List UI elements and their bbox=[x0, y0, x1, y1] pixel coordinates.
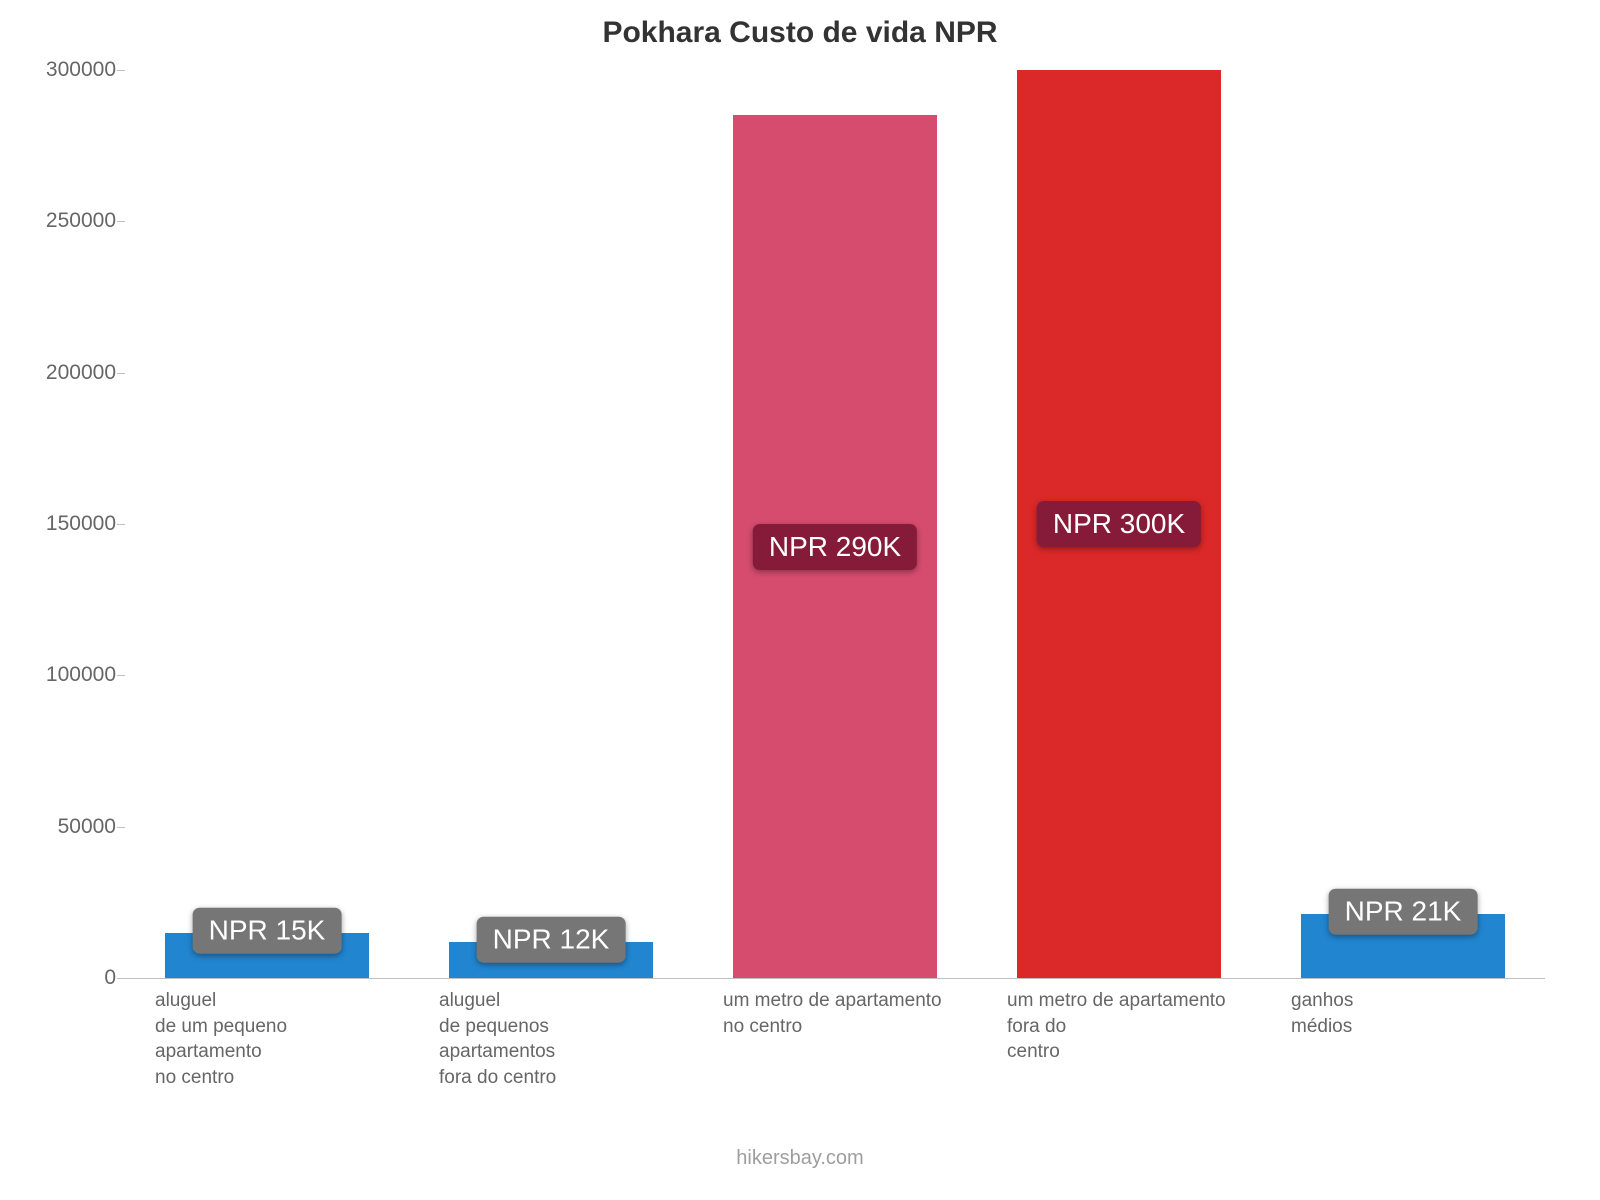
y-axis-tick bbox=[117, 978, 125, 979]
value-badge: NPR 290K bbox=[753, 524, 917, 570]
bar-slot: NPR 12K bbox=[409, 70, 693, 978]
chart-title: Pokhara Custo de vida NPR bbox=[0, 16, 1600, 50]
y-axis-tick-label: 0 bbox=[104, 966, 116, 990]
bar: NPR 15K bbox=[165, 933, 369, 978]
category-labels: aluguel de um pequeno apartamento no cen… bbox=[125, 988, 1545, 1091]
value-badge: NPR 21K bbox=[1329, 889, 1478, 935]
y-axis-tick bbox=[117, 827, 125, 828]
bar: NPR 300K bbox=[1017, 70, 1221, 978]
bars-container: NPR 15K NPR 12K NPR 290K NPR 300K NPR 21K bbox=[125, 70, 1545, 978]
y-axis-tick bbox=[117, 373, 125, 374]
value-badge: NPR 300K bbox=[1037, 501, 1201, 547]
category-label: aluguel de pequenos apartamentos fora do… bbox=[409, 988, 693, 1091]
attribution-text: hikersbay.com bbox=[0, 1147, 1600, 1170]
category-label: aluguel de um pequeno apartamento no cen… bbox=[125, 988, 409, 1091]
category-label: um metro de apartamento no centro bbox=[693, 988, 977, 1091]
y-axis-tick bbox=[117, 675, 125, 676]
y-axis-tick bbox=[117, 70, 125, 71]
bar-slot: NPR 290K bbox=[693, 70, 977, 978]
y-axis-tick-label: 250000 bbox=[46, 209, 116, 233]
bar-slot: NPR 21K bbox=[1261, 70, 1545, 978]
category-label: um metro de apartamento fora do centro bbox=[977, 988, 1261, 1091]
category-label: ganhos médios bbox=[1261, 988, 1545, 1091]
value-badge: NPR 12K bbox=[477, 916, 626, 962]
y-axis-tick bbox=[117, 221, 125, 222]
bar: NPR 12K bbox=[449, 942, 653, 978]
y-axis-tick-label: 300000 bbox=[46, 58, 116, 82]
plot-area: NPR 15K NPR 12K NPR 290K NPR 300K NPR 21K bbox=[125, 70, 1545, 979]
y-axis-tick-label: 200000 bbox=[46, 361, 116, 385]
bar-slot: NPR 15K bbox=[125, 70, 409, 978]
y-axis-tick bbox=[117, 524, 125, 525]
value-badge: NPR 15K bbox=[193, 907, 342, 953]
y-axis-tick-label: 50000 bbox=[58, 815, 116, 839]
y-axis-tick-label: 150000 bbox=[46, 512, 116, 536]
cost-of-living-chart: Pokhara Custo de vida NPR NPR 15K NPR 12K… bbox=[0, 0, 1600, 1200]
bar: NPR 21K bbox=[1301, 914, 1505, 978]
bar: NPR 290K bbox=[733, 115, 937, 978]
bar-slot: NPR 300K bbox=[977, 70, 1261, 978]
y-axis-tick-label: 100000 bbox=[46, 663, 116, 687]
